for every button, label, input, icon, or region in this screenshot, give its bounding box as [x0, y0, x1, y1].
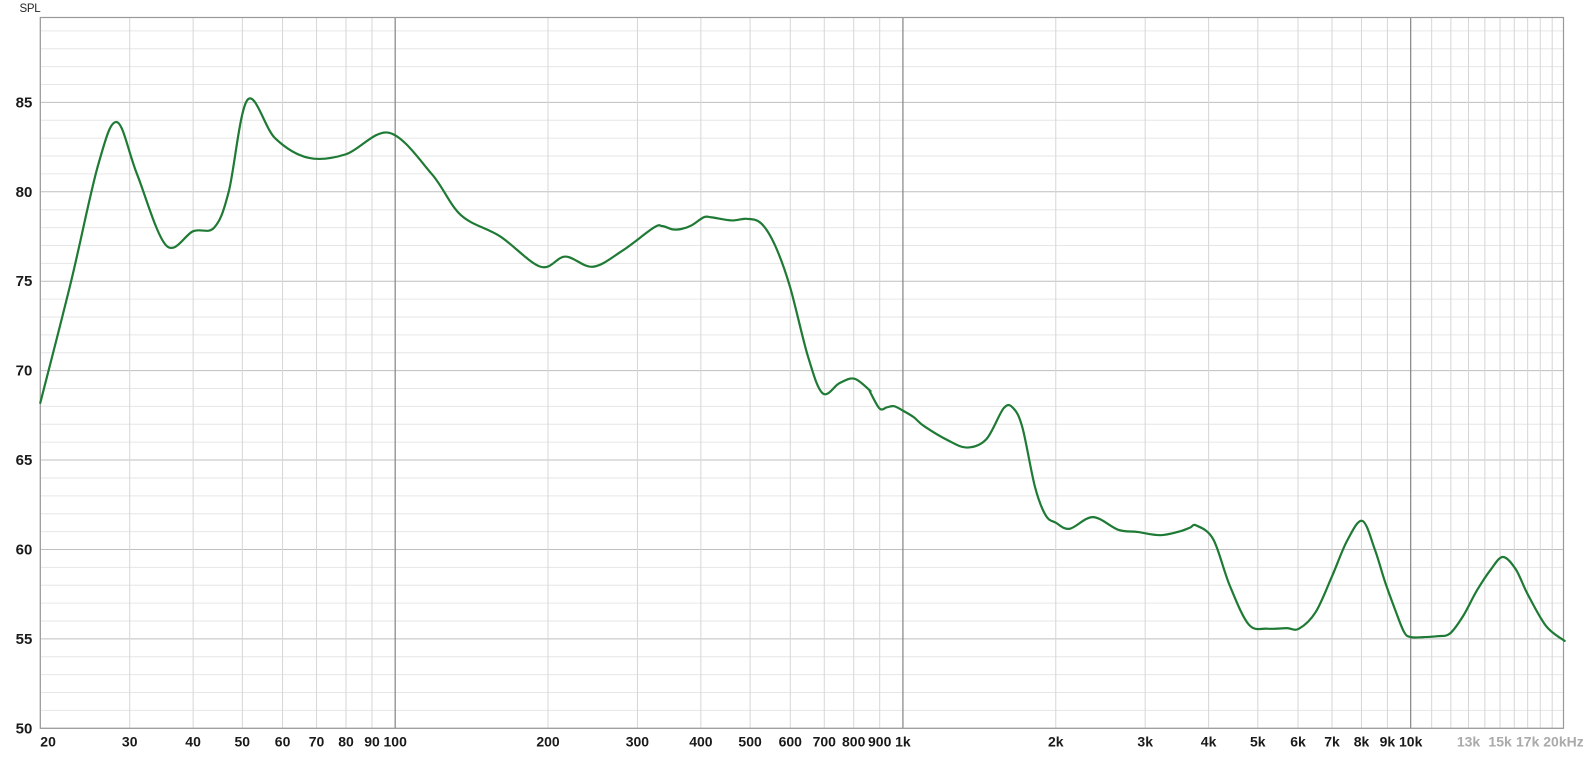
- svg-text:20: 20: [40, 733, 56, 749]
- svg-text:75: 75: [16, 273, 33, 290]
- svg-text:80: 80: [16, 184, 33, 201]
- svg-text:55: 55: [16, 631, 33, 648]
- svg-text:17k: 17k: [1516, 733, 1540, 749]
- svg-text:20kHz: 20kHz: [1543, 733, 1583, 749]
- svg-text:50: 50: [235, 733, 251, 749]
- svg-text:4k: 4k: [1201, 733, 1217, 749]
- svg-text:200: 200: [536, 733, 560, 749]
- svg-text:700: 700: [813, 733, 837, 749]
- svg-text:80: 80: [338, 733, 354, 749]
- svg-text:1k: 1k: [895, 733, 911, 749]
- svg-text:800: 800: [842, 733, 866, 749]
- svg-text:100: 100: [384, 733, 408, 749]
- svg-text:70: 70: [309, 733, 325, 749]
- svg-text:600: 600: [779, 733, 803, 749]
- svg-text:60: 60: [16, 542, 33, 559]
- svg-text:10k: 10k: [1399, 733, 1423, 749]
- svg-text:3k: 3k: [1137, 733, 1153, 749]
- svg-text:50: 50: [16, 720, 33, 737]
- svg-text:2k: 2k: [1048, 733, 1064, 749]
- svg-text:13k: 13k: [1457, 733, 1481, 749]
- svg-text:30: 30: [122, 733, 138, 749]
- svg-text:5k: 5k: [1250, 733, 1266, 749]
- svg-text:65: 65: [16, 452, 33, 469]
- svg-text:300: 300: [626, 733, 650, 749]
- svg-text:400: 400: [689, 733, 713, 749]
- svg-text:6k: 6k: [1290, 733, 1306, 749]
- svg-text:85: 85: [16, 94, 33, 111]
- svg-text:500: 500: [738, 733, 762, 749]
- svg-text:90: 90: [364, 733, 380, 749]
- svg-text:SPL: SPL: [20, 3, 42, 15]
- svg-text:15k: 15k: [1488, 733, 1512, 749]
- svg-text:60: 60: [275, 733, 291, 749]
- svg-text:8k: 8k: [1354, 733, 1370, 749]
- svg-text:9k: 9k: [1380, 733, 1396, 749]
- svg-text:40: 40: [185, 733, 201, 749]
- svg-text:900: 900: [868, 733, 892, 749]
- svg-text:70: 70: [16, 363, 33, 380]
- svg-text:7k: 7k: [1324, 733, 1340, 749]
